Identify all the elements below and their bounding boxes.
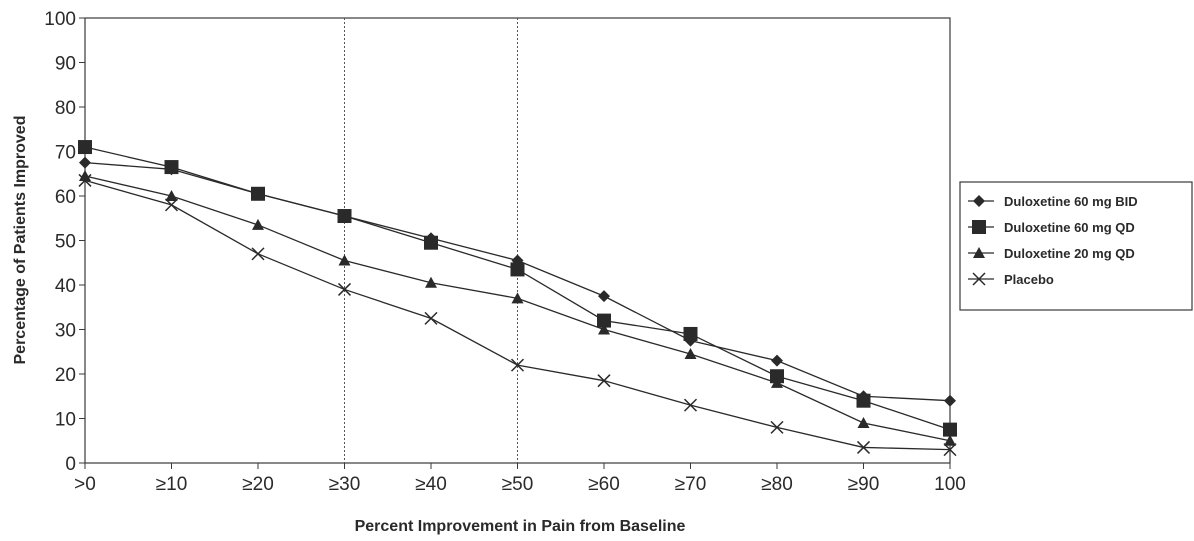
data-point [770, 369, 784, 384]
data-point [337, 209, 352, 224]
x-tick-label: ≥40 [415, 474, 447, 495]
data-point [943, 422, 957, 437]
data-point [944, 394, 956, 407]
series-layer [78, 140, 957, 457]
y-tick-label: 70 [55, 143, 76, 164]
x-tick-label: >0 [74, 474, 96, 495]
series-3 [78, 173, 957, 457]
x-tick-label: ≥80 [761, 474, 793, 495]
plot-area [84, 17, 951, 464]
data-point [424, 311, 438, 325]
series-2 [79, 169, 956, 446]
legend-label: Duloxetine 60 mg BID [1004, 194, 1138, 209]
data-point [78, 173, 92, 187]
data-point [944, 434, 956, 446]
plot-frame [84, 17, 951, 464]
data-point [598, 290, 610, 303]
data-point [338, 254, 351, 266]
y-tick-label: 60 [55, 187, 76, 208]
data-point [943, 443, 957, 457]
data-point [424, 235, 438, 250]
data-point [771, 354, 783, 367]
y-tick-label: 20 [55, 365, 76, 386]
y-tick-label: 0 [65, 454, 76, 475]
x-tick-label: ≥30 [329, 474, 361, 495]
data-point [337, 282, 352, 296]
y-tick-label: 40 [55, 276, 76, 297]
y-tick-label: 30 [55, 321, 76, 342]
data-point [251, 247, 265, 261]
y-tick-label: 80 [55, 98, 76, 119]
legend-item: Duloxetine 20 mg QD [968, 246, 1135, 261]
legend-marker [972, 272, 986, 286]
data-point [597, 313, 611, 328]
data-point [683, 398, 698, 412]
data-point [511, 292, 524, 304]
data-point [770, 420, 784, 434]
series-1 [78, 140, 957, 437]
y-axis-title: Percentage of Patients Improved [12, 116, 29, 365]
data-point [683, 326, 698, 341]
x-tick-label: ≥20 [242, 474, 274, 495]
legend-item: Duloxetine 60 mg QD [968, 220, 1135, 235]
x-axis-ticks: >0 ≥10 ≥20 ≥30 ≥40 ≥50 ≥60 ≥70 ≥80 ≥90 100 [74, 463, 966, 495]
data-point [598, 323, 610, 335]
data-point [79, 156, 91, 169]
data-point [252, 218, 264, 230]
y-tick-label: 50 [55, 232, 76, 253]
y-tick-label: 100 [44, 9, 76, 30]
legend-label: Placebo [1004, 272, 1054, 287]
y-tick-label: 90 [55, 54, 76, 75]
data-point [510, 262, 525, 277]
y-axis-ticks: 0 10 20 30 40 50 60 70 80 90 100 [44, 9, 85, 475]
data-point [857, 416, 870, 428]
legend-item: Duloxetine 60 mg BID [968, 194, 1138, 209]
data-point [164, 160, 179, 175]
data-point [78, 140, 92, 155]
data-point [251, 186, 265, 201]
data-point [597, 374, 611, 388]
legend-item: Placebo [968, 272, 1054, 287]
x-tick-label: ≥70 [675, 474, 707, 495]
data-point [856, 393, 871, 408]
legend-box [959, 181, 1193, 311]
x-tick-label: ≥50 [502, 474, 534, 495]
data-point [771, 376, 783, 388]
x-tick-label: ≥10 [156, 474, 188, 495]
legend-label: Duloxetine 60 mg QD [1004, 220, 1135, 235]
legend-marker [972, 220, 986, 234]
data-point [510, 358, 525, 372]
data-point [684, 347, 697, 359]
x-tick-label: ≥60 [588, 474, 620, 495]
data-point [164, 198, 179, 212]
y-tick-label: 10 [55, 410, 76, 431]
legend-marker [973, 195, 985, 207]
legend: Duloxetine 60 mg BID Duloxetine 60 mg QD D… [959, 181, 1193, 311]
x-tick-label: ≥90 [848, 474, 880, 495]
legend-marker [973, 247, 985, 258]
x-tick-label: 100 [934, 474, 966, 495]
data-point [856, 440, 871, 454]
legend-label: Duloxetine 20 mg QD [1004, 246, 1135, 261]
data-point [165, 190, 178, 201]
x-axis-title: Percent Improvement in Pain from Baselin… [355, 518, 686, 535]
data-point [425, 276, 437, 288]
